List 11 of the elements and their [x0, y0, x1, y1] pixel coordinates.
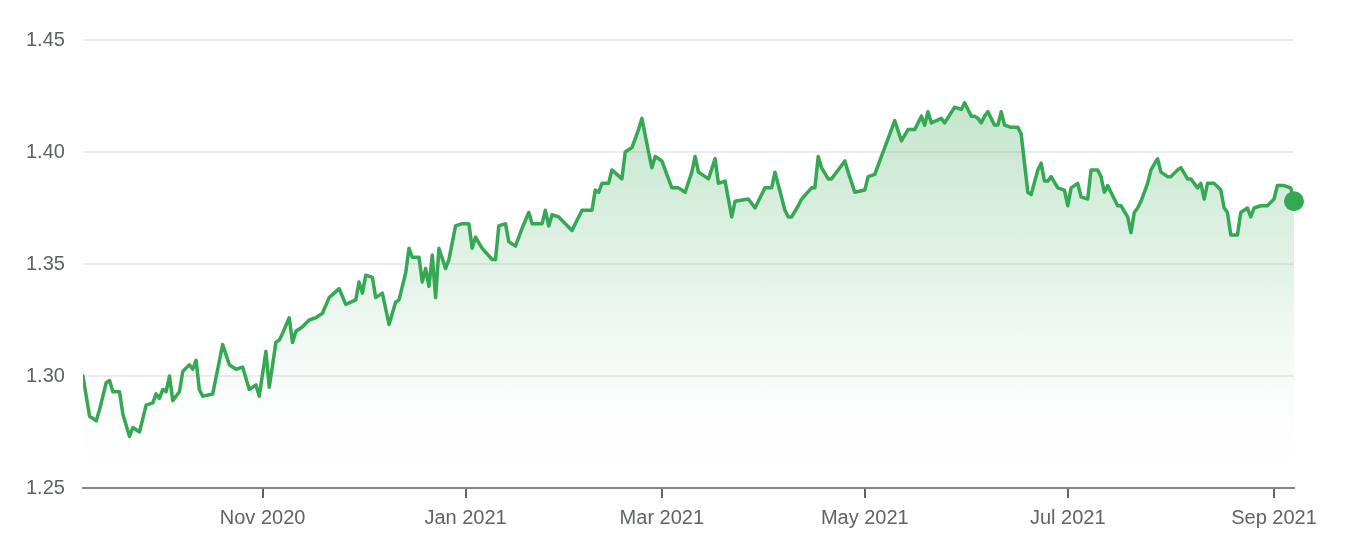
y-tick-label: 1.45 — [25, 27, 65, 50]
y-tick-label: 1.30 — [25, 363, 65, 386]
x-tick-label: Jul 2021 — [1029, 505, 1106, 528]
y-tick-label: 1.35 — [25, 251, 65, 274]
x-tick-label: Mar 2021 — [619, 505, 705, 528]
y-tick-label: 1.25 — [25, 475, 65, 498]
x-tick-label: May 2021 — [820, 505, 909, 528]
x-tick-label: Jan 2021 — [424, 505, 507, 528]
y-tick-label: 1.40 — [25, 139, 65, 162]
x-tick-label: Sep 2021 — [1231, 505, 1317, 528]
x-tick-label: Nov 2020 — [219, 505, 306, 528]
